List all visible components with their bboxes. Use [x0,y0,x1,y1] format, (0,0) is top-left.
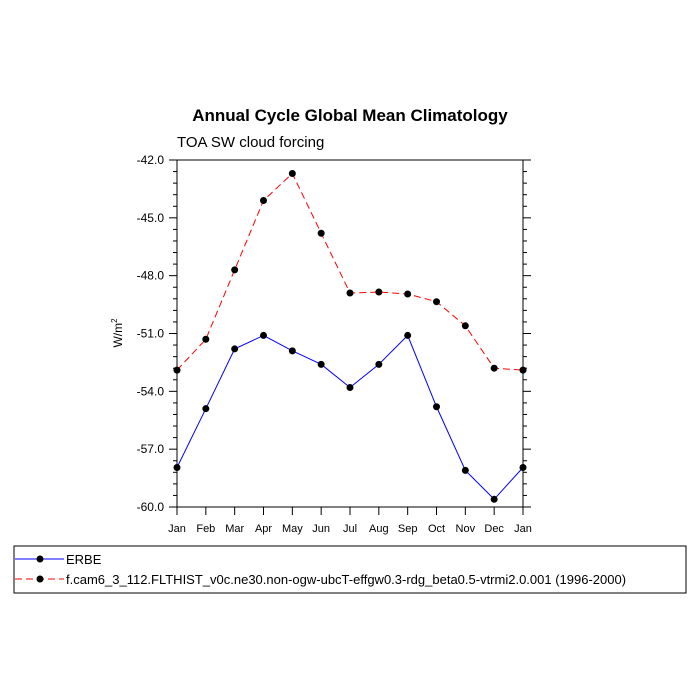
series-1-point [317,229,325,237]
y-tick-label: -57.0 [137,442,165,456]
series-1-point [173,366,181,374]
series-1-point [288,169,296,177]
series-0-point [461,466,469,474]
series-1-point [375,288,383,296]
legend-entry-erbe: ERBE [15,552,102,567]
series-0-point [202,405,210,413]
legend-marker-erbe [36,555,44,563]
series-0-point [375,360,383,368]
series-1-point [346,289,354,297]
y-tick-label: -48.0 [137,269,165,283]
y-axis: -42.0 -45.0 -48.0 -51.0 -54.0 -57.0 -60.0 [137,153,531,514]
x-tick-label: Sep [398,523,418,535]
series-1-point [260,196,267,204]
x-tick-label: Feb [196,523,215,535]
series-1-point [461,322,469,330]
y-tick-label: -54.0 [137,384,165,398]
series-1-point [519,366,527,374]
x-tick-label: Jan [514,523,532,535]
series-1-point [404,290,412,298]
legend-marker-model [36,575,44,583]
x-tick-label: Jun [312,523,330,535]
series-line-0 [176,334,524,501]
y-axis-label: W/m2 [110,318,125,348]
series-0-point [433,403,440,411]
x-tick-label: Dec [484,523,504,535]
series-0-point [260,331,267,339]
legend-box [13,545,687,594]
x-tick-label: Aug [369,523,389,535]
chart-title: Annual Cycle Global Mean Climatology [192,106,508,125]
y-tick-label: -60.0 [137,500,165,514]
x-axis: Jan Feb Mar Apr May Jun Jul Aug Sep Oct Nov Dec Jan [168,507,532,535]
x-tick-label: Nov [456,523,476,535]
series-0-point [317,360,325,368]
chart-subtitle: TOA SW cloud forcing [177,134,324,151]
series-0-point [346,383,354,391]
series-0-point [231,345,239,353]
series-line-1 [176,172,524,371]
series-0-point [490,495,498,503]
series-0-point [288,347,296,355]
series-0-point [519,463,527,471]
x-tick-label: Jan [168,523,186,535]
legend-entry-model: f.cam6_3_112.FLTHIST_v0c.ne30.non-ogw-ub… [15,572,626,587]
series-0-point [173,463,181,471]
x-tick-label: Apr [255,523,272,535]
legend-label-model: f.cam6_3_112.FLTHIST_v0c.ne30.non-ogw-ub… [66,572,626,587]
series-1-point [433,298,440,306]
series-0-point [404,331,412,339]
series-1-point [231,266,239,274]
y-tick-label: -45.0 [137,211,165,225]
x-tick-label: May [282,523,303,535]
x-tick-label: Jul [343,523,357,535]
series-1-point [490,364,498,372]
x-tick-label: Mar [225,523,244,535]
series-1-point [202,335,210,343]
legend-label-erbe: ERBE [66,552,102,567]
y-tick-label: -51.0 [137,327,165,341]
y-tick-label: -42.0 [137,153,165,167]
series-group [173,169,527,503]
x-tick-label: Oct [428,523,445,535]
